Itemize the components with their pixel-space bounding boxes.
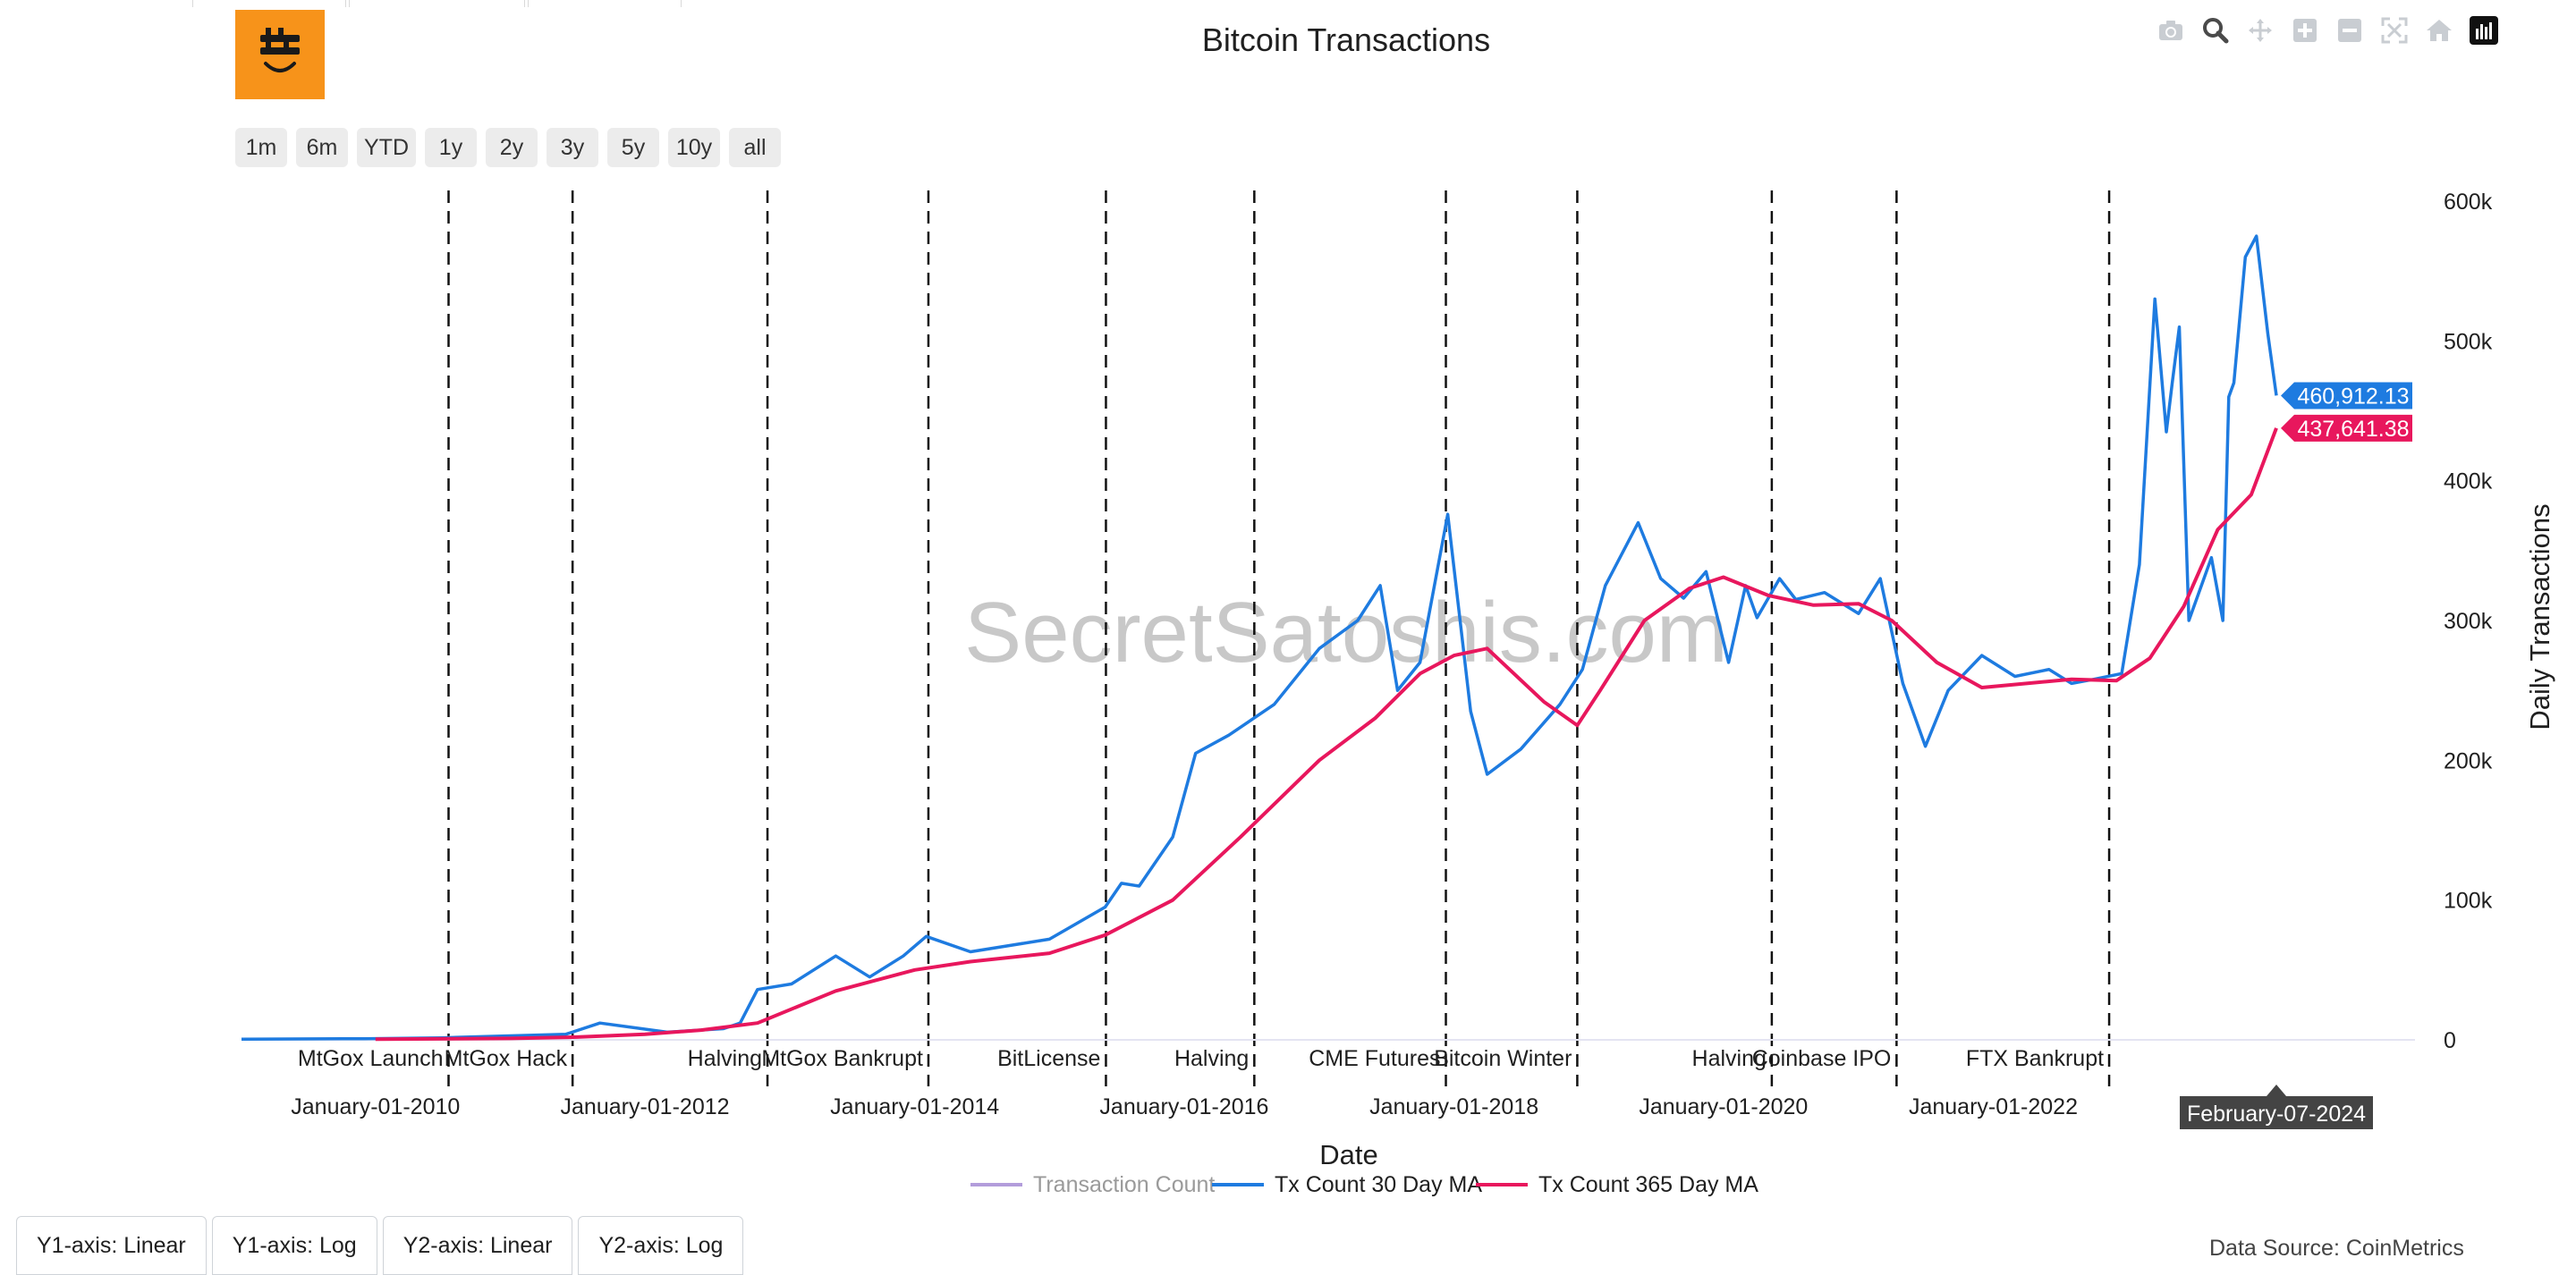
range-button-2y[interactable]: 2y: [486, 128, 538, 167]
event-label: BitLicense: [997, 1046, 1100, 1071]
x-tick-label: January-01-2010: [291, 1094, 460, 1119]
zoom-icon[interactable]: [2200, 15, 2231, 46]
event-label: MtGox Hack: [445, 1046, 568, 1071]
event-label: Halving: [688, 1046, 762, 1071]
tab-y2-log[interactable]: Y2-axis: Log: [578, 1216, 744, 1275]
event-label: MtGox Bankrupt: [761, 1046, 923, 1071]
tab-y1-linear[interactable]: Y1-axis: Linear: [16, 1216, 207, 1275]
hover-label-30d: 460,912.13: [2297, 384, 2409, 409]
autoscale-icon[interactable]: [2379, 15, 2410, 46]
chart-toolbar: [2156, 13, 2499, 48]
bitcoin-logo: [235, 10, 325, 99]
hover-label-365d-box: [2281, 414, 2412, 442]
event-label: CME Futures: [1309, 1046, 1440, 1071]
y-tick-label: 600k: [2444, 190, 2493, 215]
top-tab-strip: [0, 0, 2576, 7]
legend-item-label: Tx Count 30 Day MA: [1275, 1172, 1482, 1197]
range-button-6m[interactable]: 6m: [296, 128, 348, 167]
series-line-30d: [241, 234, 2278, 1041]
range-button-3y[interactable]: 3y: [547, 128, 598, 167]
x-tick-label: January-01-2018: [1369, 1094, 1538, 1119]
top-tab-ghost: [349, 0, 525, 7]
event-label: Halving: [1174, 1046, 1249, 1071]
range-button-5y[interactable]: 5y: [607, 128, 659, 167]
y-tick-label: 500k: [2444, 329, 2493, 354]
range-button-all[interactable]: all: [729, 128, 781, 167]
y-tick-label: 100k: [2444, 889, 2493, 914]
y-tick-label: 300k: [2444, 609, 2493, 634]
legend-item-label: Tx Count 365 Day MA: [1538, 1172, 1758, 1197]
x-tick-label: January-01-2022: [1909, 1094, 2078, 1119]
event-label: Coinbase IPO: [1752, 1046, 1892, 1071]
x-tick-label: January-01-2012: [561, 1094, 730, 1119]
watermark-text: SecretSatoshis.com: [964, 585, 1728, 680]
tab-y1-log[interactable]: Y1-axis: Log: [211, 1216, 377, 1275]
range-button-1y[interactable]: 1y: [425, 128, 477, 167]
chart-title: Bitcoin Transactions: [1201, 21, 1491, 58]
x-tick-label: January-01-2016: [1099, 1094, 1268, 1119]
hover-label-365d: 437,641.38: [2297, 417, 2409, 442]
reset-axes-icon[interactable]: [2424, 15, 2454, 46]
top-tab-ghost: [528, 0, 682, 7]
hover-label-30d-box: [2281, 382, 2412, 410]
zoom-in-icon[interactable]: [2290, 15, 2320, 46]
legend-item-label: Transaction Count: [1033, 1172, 1215, 1197]
event-label: FTX Bankrupt: [1966, 1046, 2104, 1071]
x-tick-label: January-01-2014: [830, 1094, 999, 1119]
y-tick-label: 200k: [2444, 748, 2493, 773]
range-selector: 1m 6m YTD 1y 2y 3y 5y 10y all: [235, 128, 781, 167]
pan-icon[interactable]: [2245, 15, 2275, 46]
x-axis-title: Date: [1319, 1139, 1377, 1170]
top-tab-ghost: [192, 0, 346, 7]
event-label: MtGox Launch: [298, 1046, 444, 1071]
axis-scale-tabs: Y1-axis: Linear Y1-axis: Log Y2-axis: Li…: [16, 1216, 744, 1275]
y-axis-title: Daily Transactions: [2524, 503, 2555, 730]
data-source-note: Data Source: CoinMetrics: [2209, 1236, 2464, 1261]
plotly-logo-icon[interactable]: [2469, 15, 2499, 46]
x-tick-label: January-01-2020: [1639, 1094, 1808, 1119]
zoom-out-icon[interactable]: [2334, 15, 2365, 46]
bitcoin-face-icon: [260, 28, 300, 72]
y-tick-label: 0: [2444, 1028, 2456, 1053]
y-tick-label: 400k: [2444, 469, 2493, 494]
range-button-ytd[interactable]: YTD: [357, 128, 416, 167]
range-button-1m[interactable]: 1m: [235, 128, 287, 167]
hover-date-box: [2180, 1085, 2373, 1129]
tab-y2-linear[interactable]: Y2-axis: Linear: [382, 1216, 573, 1275]
hover-date-label: February-07-2024: [2187, 1102, 2366, 1127]
camera-icon[interactable]: [2156, 15, 2186, 46]
event-label: Bitcoin Winter: [1434, 1046, 1572, 1071]
range-button-10y[interactable]: 10y: [668, 128, 720, 167]
series-line-365d: [375, 427, 2278, 1042]
event-label: Halving: [1692, 1046, 1767, 1071]
